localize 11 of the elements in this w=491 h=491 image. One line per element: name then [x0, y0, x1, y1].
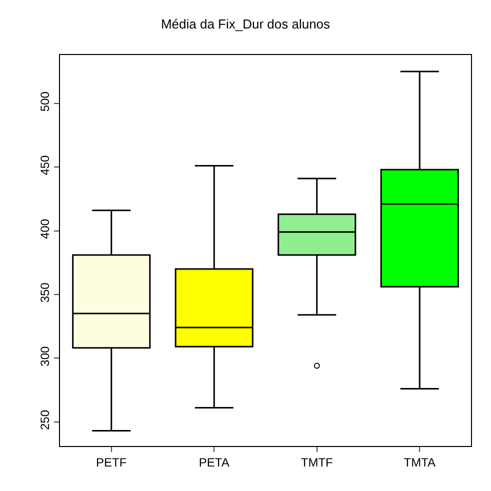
x-tick-label: TMTF [300, 455, 333, 470]
y-tick-label: 450 [38, 154, 52, 176]
y-tick-label: 400 [38, 218, 52, 239]
y-tick-label: 500 [38, 91, 52, 112]
y-tick-label: 300 [38, 346, 52, 366]
x-tick-label: TMTA [404, 455, 436, 470]
x-tick-label: PETF [96, 455, 127, 470]
y-tick-label: 250 [38, 410, 52, 430]
x-tick-label: PETA [198, 455, 230, 470]
y-tick-label: 350 [38, 282, 52, 303]
chart-title: Média da Fix_Dur dos alunos [160, 16, 331, 32]
